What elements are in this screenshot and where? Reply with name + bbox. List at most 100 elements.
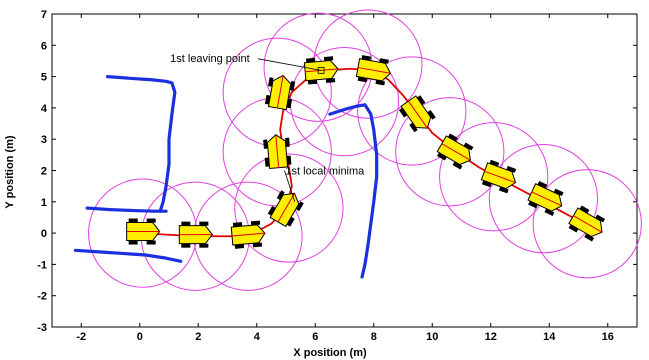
robot-marker	[436, 133, 474, 170]
local-minima-arrow	[284, 170, 296, 202]
leaving-point-arrow	[258, 58, 322, 71]
x-tick-label: 12	[485, 331, 497, 343]
robot-wheel	[489, 159, 500, 167]
robot-wheel	[128, 240, 138, 245]
sensor-circle	[395, 97, 505, 207]
robot-body	[527, 183, 563, 212]
robot-wheel	[452, 161, 463, 170]
robot-heading	[484, 170, 516, 184]
sensor-circle	[439, 122, 549, 232]
x-tick-label: 0	[137, 331, 143, 343]
y-tick-label: 6	[41, 40, 47, 52]
robot-wheel	[544, 208, 555, 216]
x-axis-label: X position (m)	[293, 347, 367, 359]
robot-wheel	[584, 233, 595, 242]
robot-wheel	[146, 218, 156, 223]
obstacle-boundary	[85, 206, 168, 213]
y-tick-label: -2	[37, 291, 47, 303]
x-tick-label: -2	[76, 331, 86, 343]
robot-wheel	[463, 142, 474, 151]
x-tick-label: 6	[312, 331, 318, 343]
sensor-circle	[357, 56, 467, 166]
robot-wheel	[528, 200, 538, 209]
robot-wheel	[146, 240, 156, 245]
robot-wheel	[506, 165, 517, 173]
robot-wheel	[306, 57, 316, 63]
robot-wheel	[295, 201, 304, 212]
robot-wheel	[252, 242, 263, 248]
robot-wheel	[286, 155, 292, 165]
robot-wheel	[498, 186, 509, 194]
robot-heading	[531, 191, 562, 207]
x-tick-label: 4	[254, 331, 261, 343]
leaving-point-marker	[317, 66, 325, 74]
robot-heading	[276, 75, 284, 109]
robot-wheel	[286, 216, 295, 227]
robot-wheel	[323, 56, 334, 62]
robot-wheel	[307, 79, 318, 85]
y-tick-label: 5	[41, 72, 47, 84]
y-tick-label: 7	[41, 9, 47, 21]
robot-heading	[275, 134, 280, 168]
y-axis-label: Y position (m)	[4, 135, 16, 208]
robot-marker	[568, 205, 606, 242]
robot-marker	[126, 218, 161, 245]
robot-marker	[355, 55, 392, 86]
robot-wheel	[409, 122, 418, 133]
robot-wheel	[199, 221, 209, 226]
robot-marker	[230, 220, 266, 249]
x-tick-label: 10	[426, 331, 438, 343]
robot-wheel	[427, 109, 436, 120]
robot-wheel	[285, 137, 290, 147]
robot-wheel	[553, 188, 564, 197]
robot-wheel	[289, 81, 296, 91]
robot-wheel	[267, 205, 276, 216]
robot-wheel	[375, 79, 385, 86]
y-tick-label: 1	[41, 197, 47, 209]
robot-wheel	[232, 222, 243, 227]
robot-wheel	[181, 221, 191, 226]
plot-area	[51, 9, 642, 328]
obstacle-boundary	[328, 103, 379, 279]
y-tick-label: -3	[37, 322, 47, 334]
y-tick-label: 4	[41, 103, 48, 115]
robot-heading	[277, 193, 295, 223]
y-tick-label: 0	[41, 228, 47, 240]
y-tick-label: -1	[37, 259, 47, 271]
annotation-local-minima: 1st local minima	[285, 166, 365, 178]
robot-heading	[573, 215, 603, 233]
robot-wheel	[325, 78, 336, 83]
robot-wheel	[398, 107, 408, 118]
x-tick-label: 8	[371, 331, 377, 343]
robot-wheel	[437, 152, 447, 161]
robot-wheel	[416, 95, 426, 105]
annotation-leaving-point: 1st leaving point	[170, 53, 250, 65]
y-tick-label: 3	[41, 134, 47, 146]
robot-body	[480, 162, 517, 190]
robot-heading	[357, 67, 391, 74]
robot-marker	[527, 180, 564, 216]
robot-heading	[408, 100, 428, 129]
x-tick-label: 2	[195, 331, 201, 343]
robot-wheel	[276, 190, 285, 201]
robot-marker	[264, 74, 296, 111]
robot-heading	[305, 68, 339, 73]
x-tick-label: 14	[543, 331, 556, 343]
robot-wheel	[579, 205, 590, 214]
robot-wheel	[199, 243, 209, 248]
robot-heading	[441, 143, 471, 161]
sensor-circle	[532, 169, 642, 279]
robot-wheel	[448, 133, 458, 142]
robot-heading	[231, 232, 265, 237]
robot-wheel	[250, 220, 261, 226]
robot-wheel	[264, 157, 270, 167]
robot-marker	[398, 95, 436, 133]
sensor-circle	[234, 153, 344, 263]
obstacle-boundary	[105, 74, 177, 213]
robot-wheel	[537, 180, 548, 189]
robot-wheel	[481, 180, 492, 188]
robot-wheel	[234, 244, 245, 249]
robot-wheel	[128, 218, 138, 223]
